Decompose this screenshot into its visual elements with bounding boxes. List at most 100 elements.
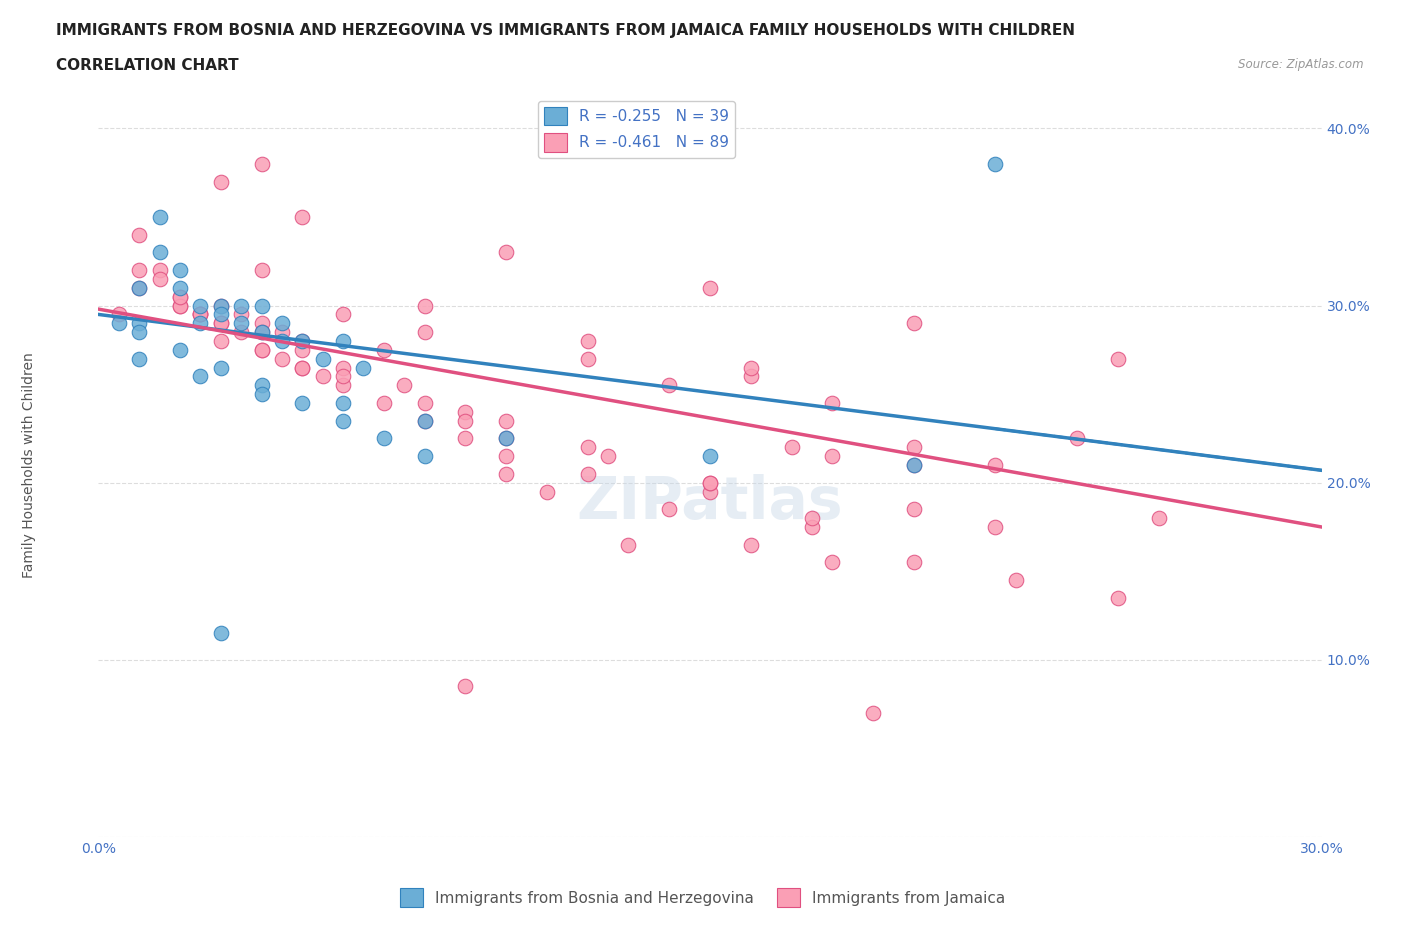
Point [392,378,416,392]
Point [209,299,232,313]
Point [108,316,131,331]
Point [373,431,395,445]
Point [617,538,640,552]
Point [169,299,191,313]
Point [291,342,314,357]
Point [169,262,191,277]
Point [598,448,620,463]
Point [188,299,212,313]
Point [128,281,150,296]
Point [209,316,232,331]
Point [169,289,191,304]
Point [209,307,232,322]
Point [231,307,253,322]
Point [413,395,436,410]
Point [352,360,374,375]
Point [903,440,925,455]
Point [780,440,803,455]
Point [740,360,762,375]
Point [903,555,925,570]
Point [250,299,273,313]
Point [250,316,273,331]
Point [250,325,273,339]
Point [1066,431,1088,445]
Point [454,679,477,694]
Point [576,440,599,455]
Point [250,387,273,402]
Point [209,360,232,375]
Point [209,626,232,641]
Point [576,334,599,349]
Point [495,431,517,445]
Point [188,369,212,384]
Point [413,448,436,463]
Point [699,475,721,490]
Point [188,307,212,322]
Point [250,342,273,357]
Point [332,307,354,322]
Point [169,289,191,304]
Legend: Immigrants from Bosnia and Herzegovina, Immigrants from Jamaica: Immigrants from Bosnia and Herzegovina, … [394,883,1012,913]
Point [128,281,150,296]
Point [291,334,314,349]
Point [209,334,232,349]
Point [1107,352,1129,366]
Point [1147,511,1170,525]
Point [128,227,150,242]
Point [984,458,1007,472]
Point [169,299,191,313]
Point [576,467,599,482]
Point [413,413,436,428]
Point [250,325,273,339]
Point [250,378,273,392]
Point [270,316,294,331]
Text: IMMIGRANTS FROM BOSNIA AND HERZEGOVINA VS IMMIGRANTS FROM JAMAICA FAMILY HOUSEHO: IMMIGRANTS FROM BOSNIA AND HERZEGOVINA V… [56,23,1076,38]
Point [332,378,354,392]
Point [903,502,925,517]
Point [332,334,354,349]
Point [291,360,314,375]
Point [250,262,273,277]
Point [454,431,477,445]
Point [188,307,212,322]
Point [291,360,314,375]
Point [373,342,395,357]
Point [270,334,294,349]
Point [312,352,335,366]
Point [250,156,273,171]
Text: ZIPatlas: ZIPatlas [576,473,844,531]
Point [291,334,314,349]
Point [149,272,172,286]
Point [188,307,212,322]
Text: CORRELATION CHART: CORRELATION CHART [56,58,239,73]
Point [1107,591,1129,605]
Point [128,352,150,366]
Point [413,325,436,339]
Point [312,369,335,384]
Point [454,413,477,428]
Point [373,395,395,410]
Point [699,448,721,463]
Point [291,209,314,224]
Point [231,316,253,331]
Point [108,307,131,322]
Point [658,502,681,517]
Point [209,299,232,313]
Point [332,395,354,410]
Point [413,413,436,428]
Point [495,467,517,482]
Legend: R = -0.255   N = 39, R = -0.461   N = 89: R = -0.255 N = 39, R = -0.461 N = 89 [538,100,735,158]
Point [209,174,232,189]
Point [1004,573,1026,588]
Point [270,325,294,339]
Point [658,378,681,392]
Point [699,475,721,490]
Point [270,352,294,366]
Point [413,299,436,313]
Point [495,448,517,463]
Point [209,316,232,331]
Point [536,485,558,499]
Point [862,706,884,721]
Point [128,262,150,277]
Point [984,520,1007,535]
